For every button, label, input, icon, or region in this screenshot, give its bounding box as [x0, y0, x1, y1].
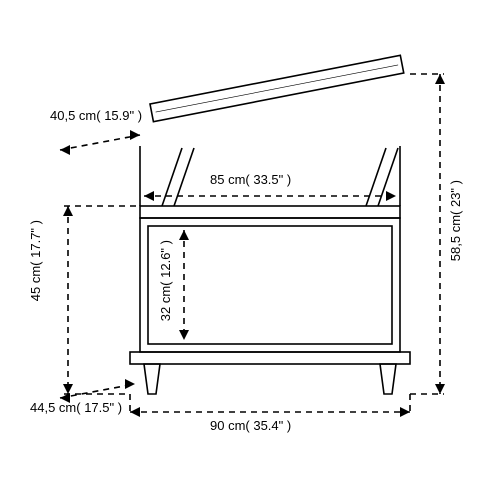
dim-left-inner: 45 cm( 17.7" ) — [28, 220, 44, 301]
dim-total-height: 58,5 cm( 23" ) — [448, 180, 464, 261]
dim-leg-depth: 44,5 cm( 17.5" ) — [30, 400, 122, 416]
dim-top-depth: 40,5 cm( 15.9" ) — [50, 108, 142, 124]
dim-base-width: 90 cm( 35.4" ) — [210, 418, 291, 434]
dim-body-height: 32 cm( 12.6" ) — [158, 240, 174, 321]
dim-inner-width: 85 cm( 33.5" ) — [210, 172, 291, 188]
